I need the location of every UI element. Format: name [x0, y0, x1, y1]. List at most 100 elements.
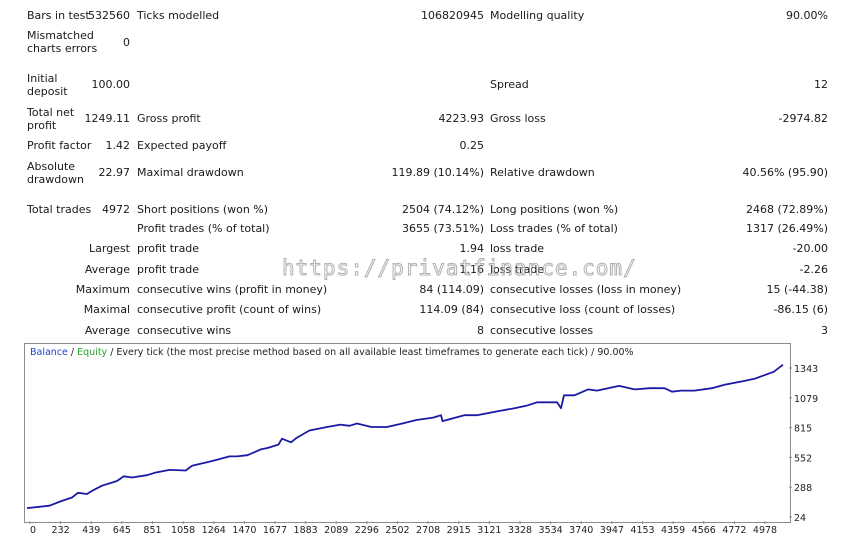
watermark: https://privatfinance.com/ — [282, 256, 637, 281]
average-consecutive-losses-value: 3 — [821, 324, 828, 337]
total-trades-value: 4972 — [102, 203, 130, 216]
x-tick-label: 1470 — [232, 525, 256, 536]
x-tick-label: 3740 — [569, 525, 593, 536]
maximal-profit-value: 114.09 (84) — [419, 303, 484, 316]
expected-payoff-value: 0.25 — [459, 139, 485, 152]
chart-header-equity: Equity — [77, 347, 108, 358]
x-tick-label: 1883 — [294, 525, 318, 536]
initial-deposit-label: Initial deposit — [27, 72, 68, 98]
maximal-profit-label: consecutive profit (count of wins) — [137, 303, 322, 316]
maximum-loss-value: 15 (-44.38) — [766, 283, 828, 296]
x-tick-label: 4978 — [753, 525, 777, 536]
x-tick-label: 4772 — [722, 525, 746, 536]
bars-in-test-value: 532560 — [88, 9, 130, 22]
relative-drawdown-label: Relative drawdown — [490, 166, 595, 179]
average-label: Average — [84, 263, 130, 276]
modelling-quality-label: Modelling quality — [490, 9, 585, 22]
x-tick-label: 645 — [113, 525, 131, 536]
x-tick-label: 851 — [143, 525, 161, 536]
profit-factor-label: Profit factor — [27, 139, 92, 152]
x-tick-label: 4153 — [630, 525, 654, 536]
largest-loss-label: loss trade — [490, 242, 545, 255]
loss-trades-value: 1317 (26.49%) — [745, 222, 828, 235]
x-tick-label: 1058 — [171, 525, 195, 536]
maximal-drawdown-label: Maximal drawdown — [137, 166, 244, 179]
x-tick-label: 3947 — [600, 525, 624, 536]
largest-profit-label: profit trade — [137, 242, 200, 255]
largest-label: Largest — [89, 242, 130, 255]
maximal-loss-value: -86.15 (6) — [773, 303, 828, 316]
maximum-label: Maximum — [75, 283, 130, 296]
mismatched-value: 0 — [123, 36, 130, 49]
x-tick-label: 3328 — [508, 525, 532, 536]
maximal-drawdown-value: 119.89 (10.14%) — [391, 166, 484, 179]
chart-header: Balance / Equity / Every tick (the most … — [30, 347, 634, 358]
absolute-drawdown-label: Absolute drawdown — [27, 160, 84, 186]
average-loss-label: loss trade — [490, 263, 545, 276]
x-tick-label: 439 — [82, 525, 100, 536]
average-consecutive-wins-label: consecutive wins — [137, 324, 232, 337]
initial-deposit-value: 100.00 — [91, 78, 131, 91]
gross-loss-value: -2974.82 — [778, 112, 828, 125]
long-positions-label: Long positions (won %) — [490, 203, 619, 216]
bars-in-test-label: Bars in test — [27, 9, 90, 22]
x-tick-label: 2915 — [447, 525, 471, 536]
mismatched-label: Mismatched charts errors — [27, 29, 98, 55]
x-tick-label: 3534 — [539, 525, 563, 536]
average-consecutive-label: Average — [84, 324, 130, 337]
largest-loss-value: -20.00 — [792, 242, 828, 255]
maximal-loss-label: consecutive loss (count of losses) — [490, 303, 676, 316]
x-tick-label: 2296 — [355, 525, 379, 536]
x-tick-label: 3121 — [477, 525, 501, 536]
profit-factor-value: 1.42 — [105, 139, 131, 152]
x-tick-label: 0 — [30, 525, 36, 536]
x-tick-label: 2502 — [385, 525, 409, 536]
largest-profit-value: 1.94 — [459, 242, 485, 255]
expected-payoff-label: Expected payoff — [137, 139, 227, 152]
short-positions-label: Short positions (won %) — [137, 203, 269, 216]
x-tick-label: 232 — [52, 525, 70, 536]
modelling-quality-value: 90.00% — [786, 9, 828, 22]
y-tick-label: 1343 — [794, 364, 818, 375]
average-profit-value: 1.16 — [459, 263, 485, 276]
maximum-loss-label: consecutive losses (loss in money) — [490, 283, 682, 296]
average-consecutive-losses-label: consecutive losses — [490, 324, 594, 337]
relative-drawdown-value: 40.56% (95.90) — [742, 166, 828, 179]
total-trades-label: Total trades — [27, 203, 92, 216]
average-loss-value: -2.26 — [799, 263, 828, 276]
y-tick-label: 815 — [794, 424, 812, 435]
x-tick-label: 1264 — [202, 525, 226, 536]
gross-loss-label: Gross loss — [490, 112, 546, 125]
spread-value: 12 — [814, 78, 828, 91]
total-net-profit-value: 1249.11 — [84, 112, 131, 125]
average-consecutive-wins-value: 8 — [477, 324, 484, 337]
gross-profit-value: 4223.93 — [438, 112, 485, 125]
spread-label: Spread — [490, 78, 529, 91]
ticks-modelled-label: Ticks modelled — [137, 9, 220, 22]
y-tick-label: 1079 — [794, 394, 818, 405]
maximum-profit-value: 84 (114.09) — [419, 283, 484, 296]
x-tick-label: 4566 — [692, 525, 716, 536]
balance-chart-frame — [24, 343, 791, 523]
maximum-profit-label: consecutive wins (profit in money) — [137, 283, 328, 296]
absolute-drawdown-value: 22.97 — [98, 166, 131, 179]
x-tick-label: 2089 — [324, 525, 348, 536]
profit-trades-value: 3655 (73.51%) — [401, 222, 484, 235]
profit-trades-label: Profit trades (% of total) — [137, 222, 270, 235]
short-positions-value: 2504 (74.12%) — [401, 203, 484, 216]
ticks-modelled-value: 106820945 — [421, 9, 484, 22]
chart-header-sep: / — [67, 347, 78, 358]
loss-trades-label: Loss trades (% of total) — [490, 222, 618, 235]
chart-header-balance: Balance — [30, 347, 68, 358]
series-line-balance — [26, 363, 784, 509]
y-tick-label: 552 — [794, 453, 812, 464]
x-tick-label: 2708 — [416, 525, 440, 536]
x-tick-label: 1677 — [263, 525, 287, 536]
average-profit-label: profit trade — [137, 263, 200, 276]
x-tick-label: 4359 — [661, 525, 685, 536]
long-positions-value: 2468 (72.89%) — [745, 203, 828, 216]
chart-header-description: / Every tick (the most precise method ba… — [107, 347, 634, 358]
y-tick-label: 288 — [794, 483, 812, 494]
y-tick-label: 24 — [794, 513, 806, 524]
